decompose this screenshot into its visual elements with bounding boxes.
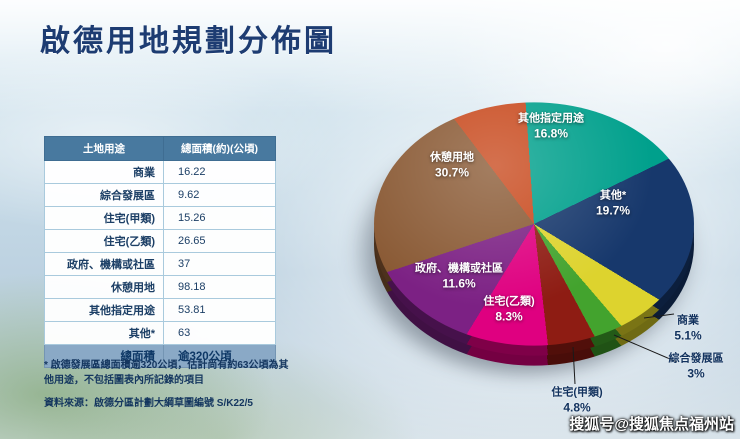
landuse-cell: 商業 bbox=[44, 160, 164, 184]
table-header-row: 土地用途 總面積(約)(公頃) bbox=[44, 136, 276, 161]
table-total-row: 總面積 逾320公頃 bbox=[44, 344, 276, 368]
landuse-cell: 住宅(乙類) bbox=[44, 229, 164, 253]
pie-face bbox=[374, 102, 694, 346]
pie-segment-label: 住宅(乙類) 8.3% bbox=[483, 295, 535, 324]
table-row: 綜合發展區 9.62 bbox=[44, 183, 276, 207]
table-row: 商業 16.22 bbox=[44, 160, 276, 184]
footnote-asterisk: * 啟德發展區總面積逾320公頃，估計尚有約63公頃為其他用途，不包括圖表內所記… bbox=[44, 360, 289, 386]
table-header-landuse: 土地用途 bbox=[44, 136, 164, 161]
pie-segment-label: 其他* 19.7% bbox=[595, 189, 631, 218]
area-cell: 63 bbox=[163, 321, 276, 345]
table-row: 政府、機構或社區 37 bbox=[44, 252, 276, 276]
area-cell: 98.18 bbox=[163, 275, 276, 299]
landuse-cell: 其他指定用途 bbox=[44, 298, 164, 322]
pie-chart: 其他指定用途 16.8% 其他* 19.7% 商業 5.1% 綜合發展區 3% 住宅(甲類) 4.… bbox=[352, 52, 740, 434]
pie-segment-label: 商業 5.1% bbox=[674, 314, 702, 343]
pie-segment-label: 政府、機構或社區 11.6% bbox=[415, 262, 503, 291]
landuse-cell: 綜合發展區 bbox=[44, 183, 164, 207]
pie-segment-label: 住宅(甲類) 4.8% bbox=[551, 386, 603, 415]
pie-segment-label: 休憩用地 30.7% bbox=[430, 151, 474, 180]
landuse-cell: 住宅(甲類) bbox=[44, 206, 164, 230]
total-label: 總面積 bbox=[44, 344, 164, 368]
area-cell: 53.81 bbox=[163, 298, 276, 322]
watermark: 搜狐号@搜狐焦点福州站 bbox=[569, 416, 734, 433]
pie-gloss-highlight bbox=[374, 102, 694, 346]
page-title: 啟德用地規劃分佈圖 bbox=[40, 25, 337, 58]
table-row: 其他指定用途 53.81 bbox=[44, 298, 276, 322]
pie-segment-label: 綜合發展區 3% bbox=[668, 352, 724, 381]
area-cell: 26.65 bbox=[163, 229, 276, 253]
table-row: 其他* 63 bbox=[44, 321, 276, 345]
table-row: 住宅(甲類) 15.26 bbox=[44, 206, 276, 230]
footnotes: * 啟德發展區總面積逾320公頃，估計尚有約63公頃為其他用途，不包括圖表內所記… bbox=[44, 359, 290, 412]
pie-segment-label: 其他指定用途 16.8% bbox=[518, 112, 584, 141]
area-cell: 15.26 bbox=[163, 206, 276, 230]
landuse-cell: 休憩用地 bbox=[44, 275, 164, 299]
pie-labels: 其他指定用途 16.8% 其他* 19.7% 商業 5.1% 綜合發展區 3% 住宅(甲類) 4.… bbox=[352, 52, 740, 434]
table-row: 住宅(乙類) 26.65 bbox=[44, 229, 276, 253]
area-cell: 16.22 bbox=[163, 160, 276, 184]
pie-3d-stack bbox=[364, 64, 694, 384]
landuse-cell: 政府、機構或社區 bbox=[44, 252, 164, 276]
land-use-table-wrap: 土地用途 總面積(約)(公頃) 商業 16.22 綜合發展區 9.62 住宅(甲類) 15… bbox=[44, 136, 276, 368]
area-cell: 9.62 bbox=[163, 183, 276, 207]
table-header-area: 總面積(約)(公頃) bbox=[163, 136, 276, 161]
landuse-cell: 其他* bbox=[44, 321, 164, 345]
total-value: 逾320公頃 bbox=[163, 344, 276, 368]
area-cell: 37 bbox=[163, 252, 276, 276]
table-row: 休憩用地 98.18 bbox=[44, 275, 276, 299]
data-source: 資料來源：啟德分區計劃大綱草圖編號 S/K22/5 bbox=[44, 398, 253, 409]
land-use-table: 土地用途 總面積(約)(公頃) 商業 16.22 綜合發展區 9.62 住宅(甲類) 15… bbox=[44, 136, 276, 368]
